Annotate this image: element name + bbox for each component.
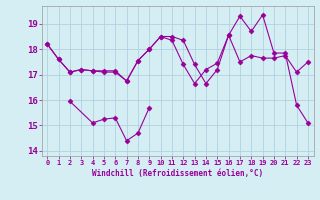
X-axis label: Windchill (Refroidissement éolien,°C): Windchill (Refroidissement éolien,°C) xyxy=(92,169,263,178)
